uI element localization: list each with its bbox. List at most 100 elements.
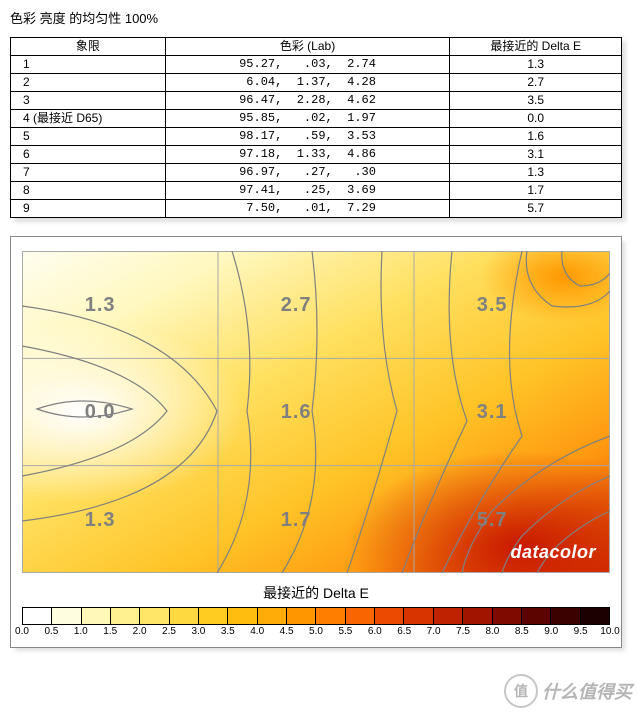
scale-swatch bbox=[287, 608, 316, 624]
scale-tick: 7.5 bbox=[456, 626, 470, 637]
lab-value: 98.17, .59, 3.53 bbox=[165, 128, 450, 146]
scale-tick: 7.0 bbox=[427, 626, 441, 637]
row-label: 1 bbox=[11, 56, 166, 74]
table-row: 897.41, .25, 3.691.7 bbox=[11, 182, 622, 200]
chart-panel: 1.3 2.7 3.5 0.0 1.6 3.1 1.3 1.7 5.7 datacolor 最接… bbox=[10, 236, 622, 648]
scale-swatch bbox=[434, 608, 463, 624]
scale-tick: 8.0 bbox=[485, 626, 499, 637]
scale-swatch bbox=[581, 608, 609, 624]
delta-e-value: 1.7 bbox=[450, 182, 622, 200]
scale-swatch bbox=[140, 608, 169, 624]
delta-e-value: 3.1 bbox=[450, 146, 622, 164]
scale-swatch bbox=[404, 608, 433, 624]
lab-value: 7.50, .01, 7.29 bbox=[165, 200, 450, 218]
table-row: 195.27, .03, 2.741.3 bbox=[11, 56, 622, 74]
table-row: 697.18, 1.33, 4.863.1 bbox=[11, 146, 622, 164]
brand-label: datacolor bbox=[510, 542, 596, 563]
scale-tick: 8.5 bbox=[515, 626, 529, 637]
lab-value: 97.18, 1.33, 4.86 bbox=[165, 146, 450, 164]
scale-swatch bbox=[375, 608, 404, 624]
scale-swatch bbox=[551, 608, 580, 624]
watermark: 值 什么值得买 bbox=[504, 674, 632, 708]
scale-tick: 5.0 bbox=[309, 626, 323, 637]
row-label: 3 bbox=[11, 92, 166, 110]
table-row: 4 (最接近 D65)95.85, .02, 1.970.0 bbox=[11, 110, 622, 128]
heatmap-cell-label: 1.6 bbox=[281, 401, 312, 424]
heatmap-cell-label: 3.1 bbox=[477, 401, 508, 424]
scale-swatch bbox=[111, 608, 140, 624]
scale-swatch bbox=[316, 608, 345, 624]
table-row: 598.17, .59, 3.531.6 bbox=[11, 128, 622, 146]
scale-tick: 6.5 bbox=[397, 626, 411, 637]
col-header: 象限 bbox=[11, 38, 166, 56]
scale-swatch bbox=[170, 608, 199, 624]
delta-e-value: 1.3 bbox=[450, 56, 622, 74]
heatmap-cell-label: 3.5 bbox=[477, 294, 508, 317]
heatmap-cell-label: 2.7 bbox=[281, 294, 312, 317]
heatmap-cell-label: 1.3 bbox=[85, 294, 116, 317]
delta-e-value: 2.7 bbox=[450, 74, 622, 92]
scale-swatch bbox=[228, 608, 257, 624]
scale-tick: 1.5 bbox=[103, 626, 117, 637]
scale-swatch bbox=[52, 608, 81, 624]
lab-value: 96.47, 2.28, 4.62 bbox=[165, 92, 450, 110]
scale-tick: 2.0 bbox=[133, 626, 147, 637]
lab-value: 95.27, .03, 2.74 bbox=[165, 56, 450, 74]
row-label: 9 bbox=[11, 200, 166, 218]
scale-swatch bbox=[258, 608, 287, 624]
col-header: 最接近的 Delta E bbox=[450, 38, 622, 56]
chart-subtitle: 最接近的 Delta E bbox=[21, 583, 611, 603]
table-row: 9 7.50, .01, 7.295.7 bbox=[11, 200, 622, 218]
delta-e-value: 1.3 bbox=[450, 164, 622, 182]
scale-tick: 4.0 bbox=[250, 626, 264, 637]
heatmap-cell-label: 0.0 bbox=[85, 401, 116, 424]
scale-tick: 4.5 bbox=[280, 626, 294, 637]
row-label: 8 bbox=[11, 182, 166, 200]
delta-e-value: 1.6 bbox=[450, 128, 622, 146]
data-table-wrap: 象限色彩 (Lab)最接近的 Delta E 195.27, .03, 2.74… bbox=[10, 37, 622, 218]
scale-swatch bbox=[23, 608, 52, 624]
scale-swatch bbox=[493, 608, 522, 624]
scale-tick: 9.5 bbox=[574, 626, 588, 637]
scale-swatch bbox=[199, 608, 228, 624]
scale-swatch bbox=[463, 608, 492, 624]
scale-swatch bbox=[522, 608, 551, 624]
page-title: 色彩 亮度 的均匀性 100% bbox=[10, 8, 628, 27]
scale-tick: 5.5 bbox=[338, 626, 352, 637]
delta-e-value: 3.5 bbox=[450, 92, 622, 110]
table-row: 2 6.04, 1.37, 4.282.7 bbox=[11, 74, 622, 92]
col-header: 色彩 (Lab) bbox=[165, 38, 450, 56]
color-scale: 0.00.51.01.52.02.53.03.54.04.55.05.56.06… bbox=[22, 607, 610, 639]
row-label: 2 bbox=[11, 74, 166, 92]
scale-tick: 0.0 bbox=[15, 626, 29, 637]
row-label: 5 bbox=[11, 128, 166, 146]
lab-value: 6.04, 1.37, 4.28 bbox=[165, 74, 450, 92]
scale-tick: 6.0 bbox=[368, 626, 382, 637]
heatmap-cell-label: 1.3 bbox=[85, 509, 116, 532]
row-label: 4 (最接近 D65) bbox=[11, 110, 166, 128]
delta-e-value: 5.7 bbox=[450, 200, 622, 218]
scale-swatch bbox=[346, 608, 375, 624]
scale-swatch bbox=[82, 608, 111, 624]
table-row: 796.97, .27, .301.3 bbox=[11, 164, 622, 182]
scale-tick: 2.5 bbox=[162, 626, 176, 637]
heatmap: 1.3 2.7 3.5 0.0 1.6 3.1 1.3 1.7 5.7 datacolor bbox=[22, 251, 610, 573]
lab-value: 96.97, .27, .30 bbox=[165, 164, 450, 182]
scale-tick: 3.5 bbox=[221, 626, 235, 637]
scale-tick: 1.0 bbox=[74, 626, 88, 637]
watermark-icon: 值 bbox=[504, 674, 538, 708]
scale-tick: 10.0 bbox=[600, 626, 619, 637]
scale-tick: 3.0 bbox=[191, 626, 205, 637]
watermark-text: 什么值得买 bbox=[542, 678, 632, 704]
row-label: 7 bbox=[11, 164, 166, 182]
scale-tick: 0.5 bbox=[44, 626, 58, 637]
table-row: 396.47, 2.28, 4.623.5 bbox=[11, 92, 622, 110]
delta-e-value: 0.0 bbox=[450, 110, 622, 128]
heatmap-cell-label: 1.7 bbox=[281, 509, 312, 532]
data-table: 象限色彩 (Lab)最接近的 Delta E 195.27, .03, 2.74… bbox=[10, 37, 622, 218]
lab-value: 95.85, .02, 1.97 bbox=[165, 110, 450, 128]
row-label: 6 bbox=[11, 146, 166, 164]
heatmap-cell-label: 5.7 bbox=[477, 509, 508, 532]
scale-tick: 9.0 bbox=[544, 626, 558, 637]
lab-value: 97.41, .25, 3.69 bbox=[165, 182, 450, 200]
